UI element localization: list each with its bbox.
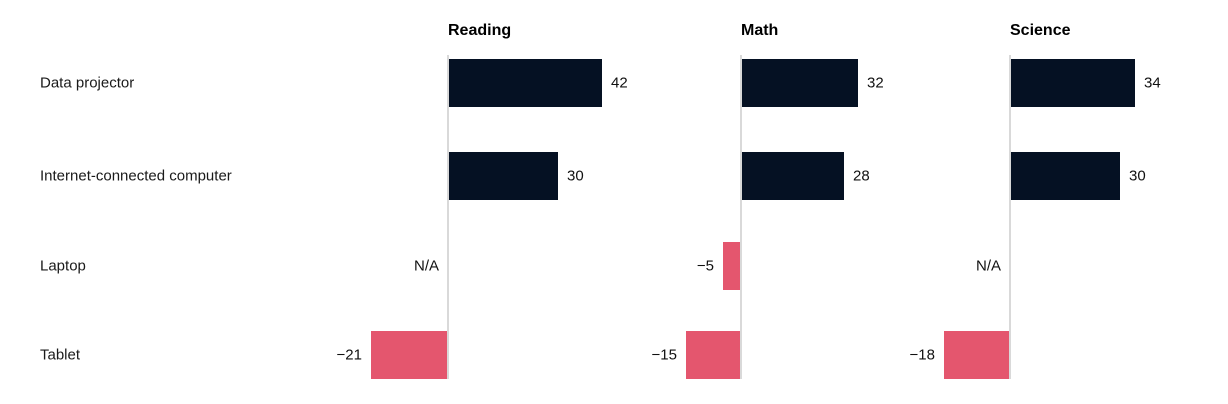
bar: [723, 242, 741, 290]
category-label: Data projector: [40, 74, 135, 92]
bar: [1010, 152, 1120, 200]
value-label: −5: [696, 257, 714, 275]
bar: [741, 152, 844, 200]
axis-baseline: [1009, 55, 1011, 379]
category-label: Internet-connected computer: [40, 167, 232, 185]
value-label: 34: [1144, 74, 1161, 92]
value-label: −21: [336, 346, 362, 364]
bar: [448, 59, 602, 107]
value-label: 30: [567, 167, 584, 185]
value-label: 32: [867, 74, 884, 92]
panel-title: Science: [1010, 22, 1071, 39]
value-label: 30: [1129, 167, 1146, 185]
value-label: N/A: [975, 257, 1001, 275]
category-label: Tablet: [40, 346, 81, 364]
value-label: 42: [611, 74, 628, 92]
panel-title: Reading: [448, 22, 512, 39]
bar: [686, 331, 741, 379]
category-label: Laptop: [40, 257, 86, 275]
bar: [371, 331, 448, 379]
bar: [741, 59, 858, 107]
axis-baseline: [740, 55, 742, 379]
bar: [1010, 59, 1135, 107]
value-label: −15: [651, 346, 677, 364]
value-label: −18: [909, 346, 935, 364]
bar: [944, 331, 1010, 379]
bar: [448, 152, 558, 200]
value-label: 28: [853, 167, 870, 185]
axis-baseline: [447, 55, 449, 379]
panel-title: Math: [741, 22, 779, 39]
value-label: N/A: [413, 257, 439, 275]
